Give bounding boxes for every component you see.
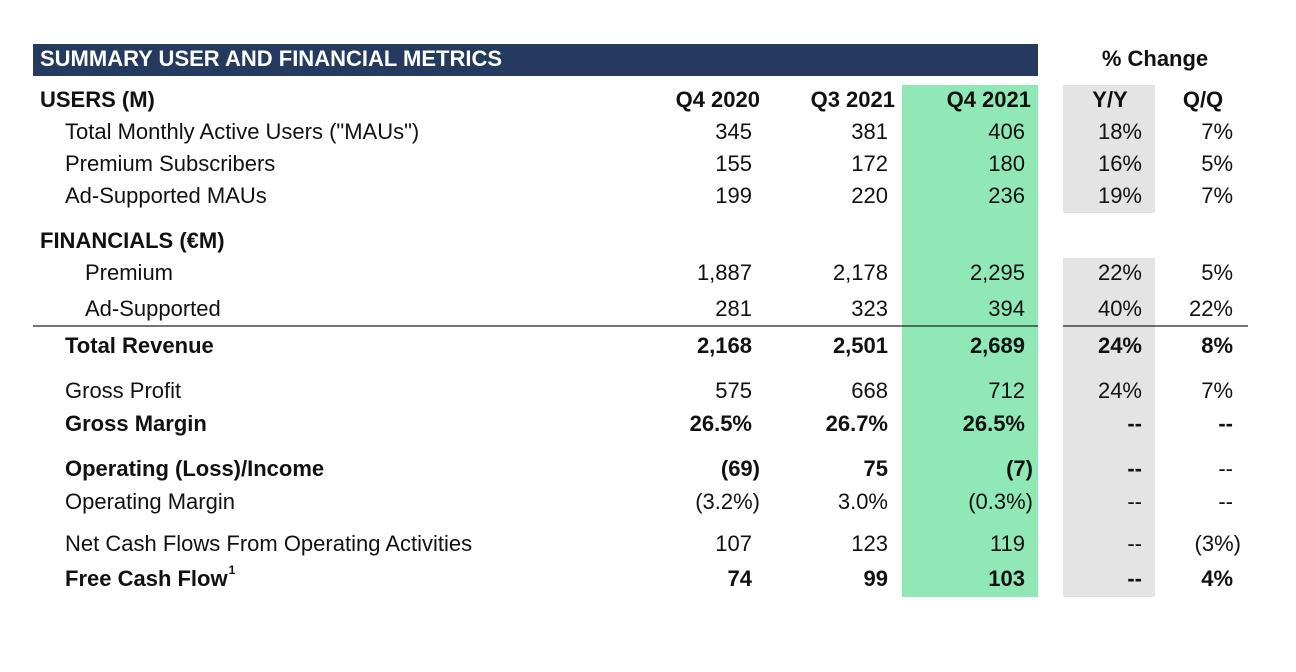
cell: 24%: [1098, 378, 1142, 403]
cell: 668: [851, 378, 888, 403]
column-header: Q4 2021: [947, 87, 1031, 112]
cell: 2,501: [833, 333, 888, 358]
cell: 2,689: [970, 333, 1025, 358]
cell: 3.0%: [838, 489, 888, 514]
column-header: Y/Y: [1092, 87, 1128, 112]
cell: 22%: [1189, 296, 1233, 321]
cell: 5%: [1201, 260, 1233, 285]
row-label: Ad-Supported MAUs: [65, 183, 267, 208]
cell: 18%: [1098, 119, 1142, 144]
cell: 281: [715, 296, 752, 321]
row-label: Free Cash Flow: [65, 566, 228, 591]
cell: (0.3%): [968, 489, 1033, 514]
section-heading: FINANCIALS (€M): [40, 228, 225, 253]
cell: 103: [988, 566, 1025, 591]
cell: 75: [864, 456, 888, 481]
row-label: Net Cash Flows From Operating Activities: [65, 531, 472, 556]
cell: 394: [988, 296, 1025, 321]
cell: 2,178: [833, 260, 888, 285]
cell: --: [1218, 411, 1233, 436]
cell: 381: [851, 119, 888, 144]
cell: --: [1127, 456, 1142, 481]
highlight-column: [902, 85, 1038, 597]
cell: 575: [715, 378, 752, 403]
cell: 323: [851, 296, 888, 321]
cell: 26.5%: [690, 411, 752, 436]
row-label: Premium: [85, 260, 173, 285]
row-label: Premium Subscribers: [65, 151, 275, 176]
column-header: Q4 2020: [676, 87, 760, 112]
cell: 5%: [1201, 151, 1233, 176]
yy-shade: [1063, 85, 1155, 213]
cell: 345: [715, 119, 752, 144]
cell: (3.2%): [695, 489, 760, 514]
column-header: Q3 2021: [811, 87, 895, 112]
cell: 406: [988, 119, 1025, 144]
row-label: Gross Margin: [65, 411, 207, 436]
cell: 180: [988, 151, 1025, 176]
title-bar: [33, 44, 1038, 76]
cell: 712: [988, 378, 1025, 403]
row-label: Total Monthly Active Users ("MAUs"): [65, 119, 419, 144]
cell: 22%: [1098, 260, 1142, 285]
change-header: % Change: [1102, 46, 1208, 71]
cell: 24%: [1098, 333, 1142, 358]
cell: 26.5%: [963, 411, 1025, 436]
cell: 155: [715, 151, 752, 176]
cell: (69): [721, 456, 760, 481]
cell: 172: [851, 151, 888, 176]
cell: 99: [864, 566, 888, 591]
row-label: Operating Margin: [65, 489, 235, 514]
cell: 199: [715, 183, 752, 208]
row-label: Operating (Loss)/Income: [65, 456, 324, 481]
cell: --: [1127, 566, 1142, 591]
cell: 7%: [1201, 378, 1233, 403]
cell: 2,168: [697, 333, 752, 358]
cell: 26.7%: [826, 411, 888, 436]
cell: 16%: [1098, 151, 1142, 176]
cell: 236: [988, 183, 1025, 208]
yy-shade: [1063, 258, 1155, 597]
row-label: Ad-Supported: [85, 296, 221, 321]
cell: 107: [715, 531, 752, 556]
cell: 4%: [1201, 566, 1233, 591]
cell: --: [1127, 531, 1142, 556]
cell: 8%: [1201, 333, 1233, 358]
row-label: Total Revenue: [65, 333, 214, 358]
cell: 7%: [1201, 119, 1233, 144]
cell: 40%: [1098, 296, 1142, 321]
cell: 2,295: [970, 260, 1025, 285]
cell: 220: [851, 183, 888, 208]
cell: --: [1127, 489, 1142, 514]
cell: 19%: [1098, 183, 1142, 208]
cell: 1,887: [697, 260, 752, 285]
cell: (3%): [1195, 531, 1241, 556]
cell: 74: [728, 566, 753, 591]
title: SUMMARY USER AND FINANCIAL METRICS: [40, 46, 502, 71]
cell: 7%: [1201, 183, 1233, 208]
cell: --: [1127, 411, 1142, 436]
section-heading: USERS (M): [40, 87, 155, 112]
row-label: Gross Profit: [65, 378, 181, 403]
cell: 119: [990, 531, 1025, 556]
cell: --: [1218, 456, 1233, 481]
footnote-mark: 1: [229, 563, 236, 577]
cell: 123: [851, 531, 888, 556]
cell: --: [1218, 489, 1233, 514]
column-header: Q/Q: [1183, 87, 1223, 112]
cell: (7): [1006, 456, 1033, 481]
